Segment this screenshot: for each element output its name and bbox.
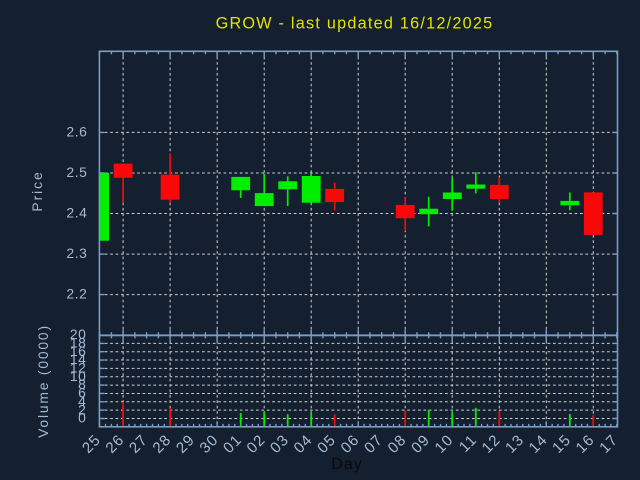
svg-text:2.6: 2.6 [66,123,87,139]
svg-text:8: 8 [78,376,86,392]
svg-text:Price: Price [29,170,45,211]
svg-text:2: 2 [78,401,86,417]
svg-text:6: 6 [78,385,86,401]
svg-text:10: 10 [70,368,87,384]
svg-text:20: 20 [70,326,87,342]
svg-text:0: 0 [78,410,86,426]
svg-text:2.4: 2.4 [66,204,87,220]
svg-text:4: 4 [78,393,86,409]
svg-text:2.5: 2.5 [66,164,87,180]
svg-text:12: 12 [70,360,87,376]
svg-text:Volume (0000): Volume (0000) [35,324,51,438]
svg-text:2.3: 2.3 [66,245,87,261]
svg-text:18: 18 [70,334,87,350]
svg-text:Day: Day [331,456,362,473]
svg-text:16: 16 [70,343,87,359]
svg-text:GROW - last updated 16/12/2025: GROW - last updated 16/12/2025 [216,15,494,33]
svg-text:2.2: 2.2 [66,286,87,302]
svg-text:14: 14 [70,351,87,367]
